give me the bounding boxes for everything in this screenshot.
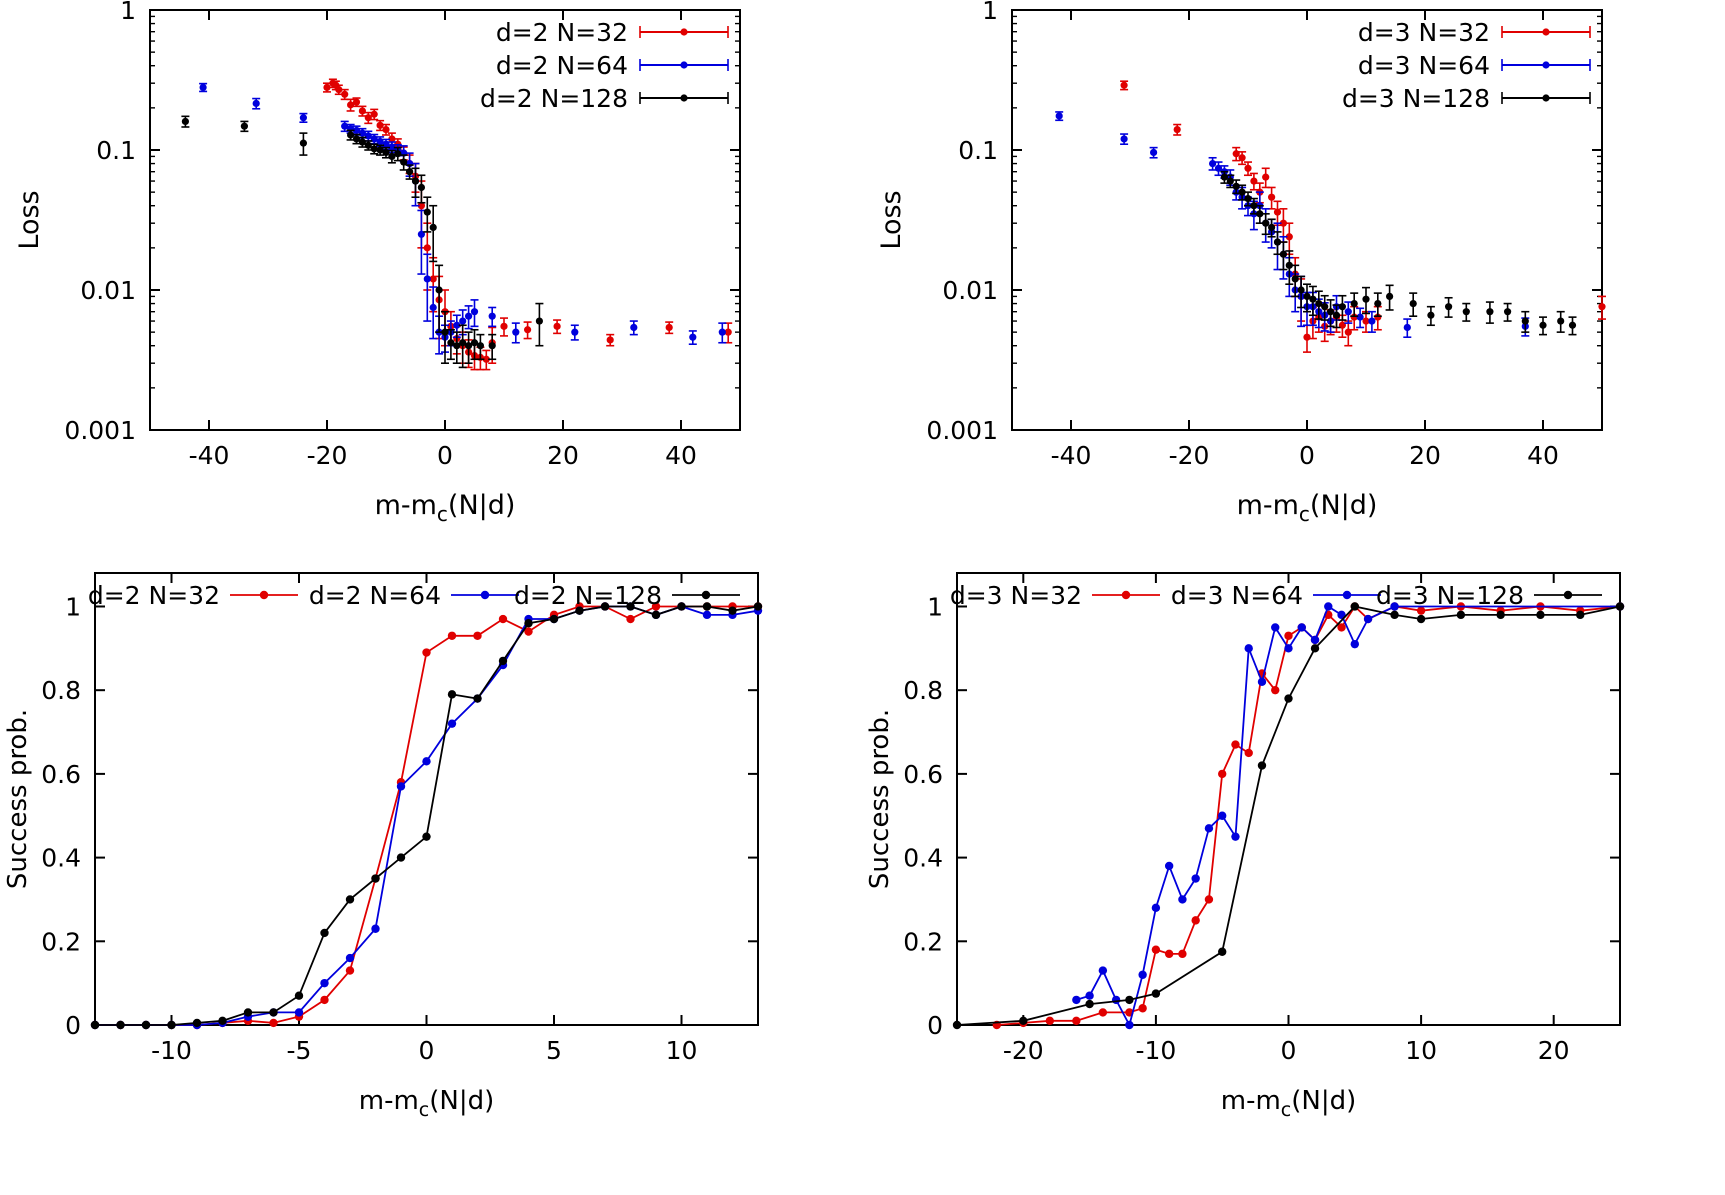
svg-text:-5: -5 [287,1036,312,1065]
legend-label: d=3 N=128 [1342,84,1490,113]
legend-label: d=3 N=32 [950,581,1082,610]
svg-text:0.2: 0.2 [903,927,943,956]
svg-text:0.1: 0.1 [96,136,136,165]
svg-text:20: 20 [1538,1036,1570,1065]
legend-label: d=3 N=32 [1358,18,1490,47]
svg-text:10: 10 [666,1036,698,1065]
svg-text:0: 0 [419,1036,435,1065]
svg-text:0.4: 0.4 [903,844,943,873]
svg-text:0.6: 0.6 [41,760,81,789]
svg-text:0: 0 [927,1011,943,1040]
svg-text:1: 1 [982,0,998,25]
svg-text:0.01: 0.01 [80,276,136,305]
x-axis-label: m-mc(N|d) [1237,490,1378,526]
svg-text:0.01: 0.01 [942,276,998,305]
svg-text:1: 1 [120,0,136,25]
svg-text:0.6: 0.6 [903,760,943,789]
legend-label: d=2 N=128 [480,84,628,113]
y-axis-label: Loss [14,190,45,249]
svg-text:-20: -20 [1003,1036,1044,1065]
legend-label: d=2 N=32 [496,18,628,47]
svg-text:40: 40 [665,441,697,470]
legend-label: d=2 N=32 [88,581,220,610]
x-axis-label: m-mc(N|d) [1221,1086,1357,1121]
chart-canvas-loss-d2: -40 -20 0 20 40 0.001 0.01 0.1 1 d=2 N=32 d=2 N=64… [14,0,741,526]
svg-text:0: 0 [1299,441,1315,470]
y-axis-label: Success prob. [3,709,33,889]
svg-text:0: 0 [65,1011,81,1040]
svg-text:0.001: 0.001 [64,416,136,445]
svg-text:0.4: 0.4 [41,844,81,873]
legend-label: d=2 N=64 [309,581,441,610]
svg-text:20: 20 [547,441,579,470]
svg-text:-40: -40 [189,441,230,470]
svg-text:0.8: 0.8 [903,676,943,705]
svg-text:-20: -20 [307,441,348,470]
svg-text:0: 0 [1281,1036,1297,1065]
svg-text:0.1: 0.1 [958,136,998,165]
svg-text:0.8: 0.8 [41,676,81,705]
svg-text:40: 40 [1527,441,1559,470]
legend-label: d=2 N=128 [514,581,662,610]
legend-label: d=3 N=64 [1171,581,1303,610]
svg-text:0: 0 [437,441,453,470]
svg-text:10: 10 [1405,1036,1437,1065]
x-axis-label: m-mc(N|d) [375,490,516,526]
legend-label: d=3 N=128 [1376,581,1524,610]
svg-text:-20: -20 [1169,441,1210,470]
svg-text:5: 5 [546,1036,562,1065]
svg-text:20: 20 [1409,441,1441,470]
svg-text:0.001: 0.001 [926,416,998,445]
svg-text:-10: -10 [151,1036,192,1065]
legend-label: d=3 N=64 [1358,51,1490,80]
svg-text:0.2: 0.2 [41,927,81,956]
chart-panel-success-d3: -20 -10 0 10 20 0 0.2 0.4 0.6 0.8 1 d=3 N=32 d=3 N=6… [862,545,1725,1195]
y-axis-label: Success prob. [865,709,895,889]
x-axis-label: m-mc(N|d) [359,1086,495,1121]
svg-text:-10: -10 [1135,1036,1176,1065]
chart-canvas-loss-d3: -40 -20 0 20 40 0.001 0.01 0.1 1 d=3 N=32 d=3 N=64… [876,0,1606,526]
chart-panel-loss-d2: -40 -20 0 20 40 0.001 0.01 0.1 1 d=2 N=32 d=2 N=64… [0,0,862,545]
chart-canvas-success-d2: -10 -5 0 5 10 0 0.2 0.4 0.6 0.8 1 d=2 N=32 d=2 N=64 d… [3,572,763,1121]
chart-panel-loss-d3: -40 -20 0 20 40 0.001 0.01 0.1 1 d=3 N=32 d=3 N=64… [862,0,1725,545]
svg-text:1: 1 [65,592,81,621]
chart-panel-success-d2: -10 -5 0 5 10 0 0.2 0.4 0.6 0.8 1 d=2 N=32 d=2 N=64 d… [0,545,862,1195]
svg-text:1: 1 [927,592,943,621]
legend-label: d=2 N=64 [496,51,628,80]
svg-text:-40: -40 [1051,441,1092,470]
y-axis-label: Loss [876,190,907,249]
chart-canvas-success-d3: -20 -10 0 10 20 0 0.2 0.4 0.6 0.8 1 d=3 N=32 d=3 N=6… [865,572,1625,1121]
